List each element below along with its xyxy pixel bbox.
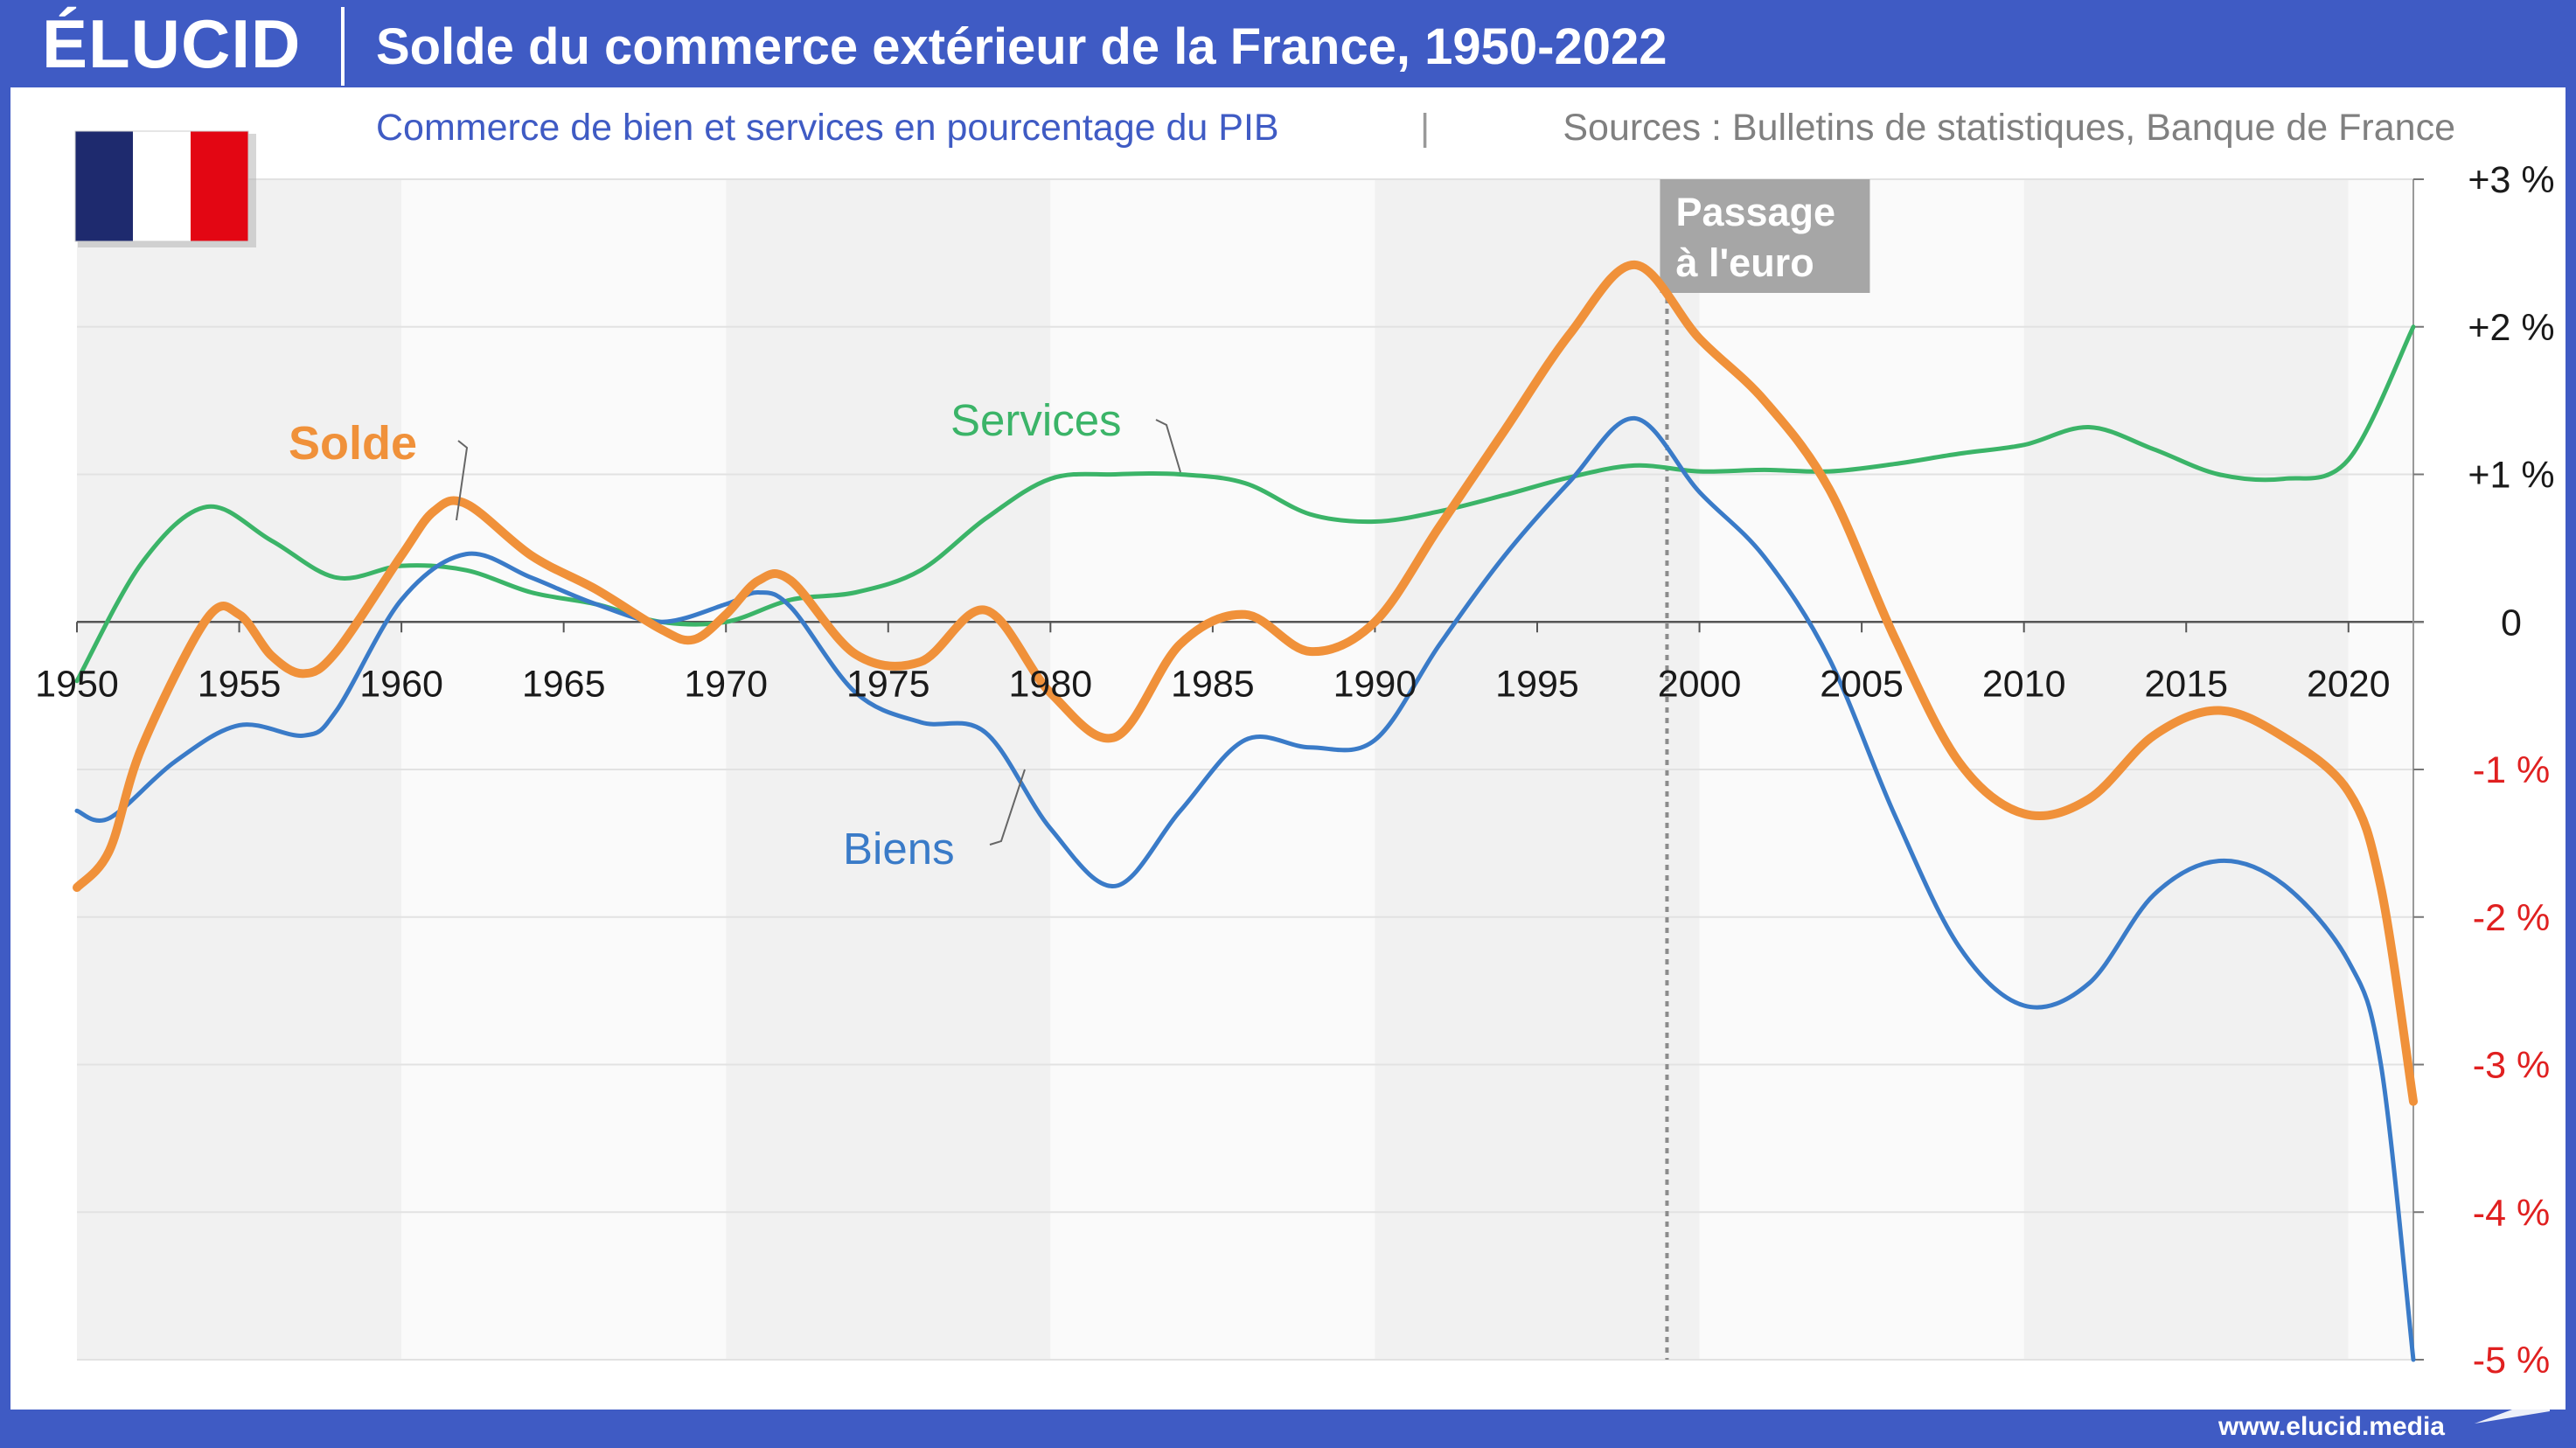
y-tick-label: -3 % <box>2473 1045 2550 1087</box>
y-tick-label: -5 % <box>2473 1340 2550 1382</box>
euro-annotation-box <box>1660 179 1870 293</box>
chart-svg: Passage à l'euro 1950 1955 1960 1965 1970 1975… <box>35 107 2554 1382</box>
horizontal-gridlines <box>77 178 2413 1361</box>
euro-annotation-text: Passage <box>1675 190 1835 234</box>
x-tick-label: 1970 <box>684 663 768 705</box>
x-tick-label: 1990 <box>1333 663 1417 705</box>
x-tick-label: 2000 <box>1658 663 1742 705</box>
header-bar: ÉLUCID Solde du commerce extérieur de la… <box>0 0 2576 87</box>
y-tick-label: 0 <box>2501 602 2522 644</box>
subtitle-separator: | <box>1420 107 1430 149</box>
chart-subtitle: Commerce de bien et services en pourcent… <box>376 107 1279 149</box>
x-tick-label: 2010 <box>1982 663 2066 705</box>
chart-panel: Passage à l'euro 1950 1955 1960 1965 1970 1975… <box>10 87 2566 1410</box>
series-lines <box>73 260 2418 1362</box>
footer-url[interactable]: www.elucid.media <box>2218 1412 2445 1441</box>
x-tick-label: 1975 <box>846 663 930 705</box>
header-divider <box>341 7 345 86</box>
y-tick-label: +1 % <box>2468 455 2554 497</box>
series-label-biens: Biens <box>843 824 955 874</box>
y-tick-label: -1 % <box>2473 749 2550 791</box>
leader-line <box>456 440 469 521</box>
x-tick-label: 1965 <box>522 663 606 705</box>
series-label-services: Services <box>950 395 1122 445</box>
page-title: Solde du commerce extérieur de la France… <box>376 18 1667 75</box>
x-tick-label: 1955 <box>198 663 282 705</box>
tick-labels: 1950 1955 1960 1965 1970 1975 1980 1985 1990 1995… <box>35 159 2554 1382</box>
x-tick-label: 2020 <box>2307 663 2391 705</box>
leader-line <box>1155 419 1181 473</box>
series-line-solde <box>73 260 2418 1106</box>
france-flag <box>74 130 256 247</box>
axes <box>76 178 2424 1361</box>
x-tick-label: 1985 <box>1171 663 1255 705</box>
x-tick-label: 2015 <box>2144 663 2228 705</box>
euro-annotation-text: à l'euro <box>1675 240 1814 285</box>
y-tick-label: +3 % <box>2468 159 2554 201</box>
elucid-logo: ÉLUCID <box>42 5 302 82</box>
x-tick-label: 1960 <box>359 663 443 705</box>
arrow-icon <box>2475 1396 2550 1424</box>
chart-source: Sources : Bulletins de statistiques, Ban… <box>1563 107 2455 149</box>
series-labels: Solde Services Biens <box>289 395 1181 874</box>
x-tick-label: 1950 <box>35 663 119 705</box>
series-label-solde: Solde <box>289 417 417 470</box>
x-tick-label: 1995 <box>1495 663 1579 705</box>
x-tick-label: 2005 <box>1820 663 1904 705</box>
x-tick-label: 1980 <box>1008 663 1092 705</box>
y-tick-label: -2 % <box>2473 897 2550 939</box>
y-tick-label: -4 % <box>2473 1192 2550 1234</box>
y-tick-label: +2 % <box>2468 307 2554 349</box>
euro-annotation: Passage à l'euro <box>1660 179 1870 1360</box>
series-line-biens <box>74 415 2416 1362</box>
leader-line <box>989 769 1026 846</box>
